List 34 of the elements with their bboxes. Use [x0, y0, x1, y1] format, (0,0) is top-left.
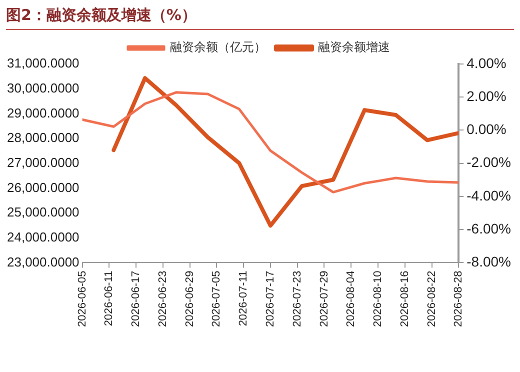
- y2-tick-label: -6.00%: [466, 220, 511, 236]
- y2-tick-label: 0.00%: [466, 121, 506, 138]
- chart-title: 图2：融资余额及增速（%）: [6, 6, 196, 25]
- y-tick-label: 26,000.0000: [6, 180, 80, 195]
- x-tick-label: 2026-07-11: [238, 270, 250, 326]
- x-tick-label: 2026-08-10: [372, 270, 384, 328]
- y-tick-label: 23,000.0000: [6, 254, 80, 270]
- x-tick-label: 2026-08-16: [398, 270, 411, 328]
- y-tick-label: 27,000.0000: [6, 154, 80, 170]
- x-tick-label: 2026-06-29: [184, 270, 196, 328]
- y2-tick-label: 4.00%: [466, 54, 506, 71]
- x-tick-label: 2026-08-22: [426, 270, 438, 328]
- y-tick-label: 30,000.0000: [6, 80, 80, 96]
- y-tick-label: 31,000.0000: [6, 56, 80, 71]
- x-tick-label: 2026-08-28: [452, 270, 465, 328]
- x-tick-label: 2026-07-05: [210, 270, 223, 328]
- y2-tick-label: 2.00%: [466, 88, 506, 104]
- x-tick-label: 2026-07-23: [291, 270, 304, 328]
- x-tick-label: 2026-07-29: [318, 270, 330, 328]
- y2-tick-label: -4.00%: [466, 187, 511, 204]
- x-tick-label: 2026-07-17: [264, 270, 276, 328]
- legend-label: 融资余额增速: [318, 40, 390, 54]
- x-tick-label: 2026-06-11: [103, 270, 116, 326]
- y-tick-label: 28,000.0000: [6, 130, 80, 146]
- x-tick-label: 2026-08-04: [345, 270, 358, 328]
- x-tick-label: 2026-06-05: [76, 270, 88, 328]
- y2-tick-label: -2.00%: [466, 154, 511, 170]
- x-tick-label: 2026-06-23: [156, 270, 169, 328]
- y-tick-label: 24,000.0000: [6, 229, 80, 244]
- y-tick-label: 25,000.0000: [6, 204, 80, 220]
- x-tick-label: 2026-06-17: [130, 270, 142, 328]
- legend-label: 融资余额（亿元）: [170, 40, 266, 54]
- y-tick-label: 29,000.0000: [6, 105, 80, 120]
- y2-tick-label: -8.00%: [466, 254, 511, 270]
